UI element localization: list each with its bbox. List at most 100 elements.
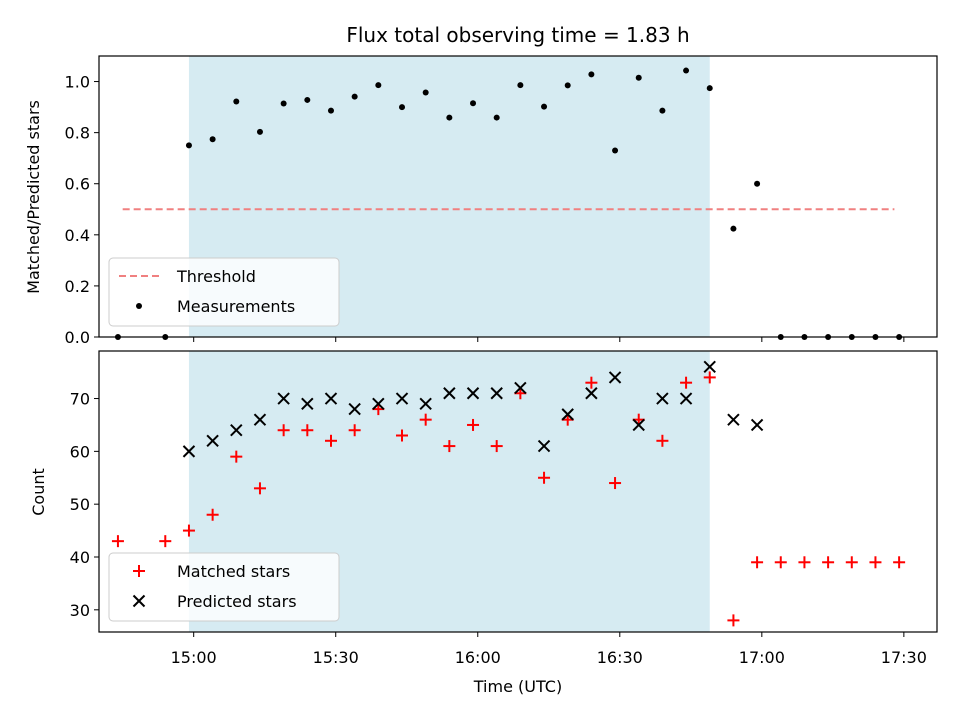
bottom-y-tick-label: 70 [70, 390, 90, 409]
measurement-point [730, 225, 737, 232]
x-tick-label: 15:30 [313, 648, 359, 667]
x-stroke [395, 392, 409, 405]
legend-label: Measurements [177, 297, 295, 316]
measurement-point [375, 82, 382, 89]
measurement-point [588, 71, 595, 78]
x-stroke [253, 413, 267, 426]
matched-stars-point [703, 371, 716, 384]
predicted-stars-point [514, 381, 527, 395]
top-panel: 0.0 0.2 0.4 0.6 0.8 1.0 Threshold Measurements [65, 55, 938, 347]
measurement-point [754, 180, 761, 187]
x-axis-label: Time (UTC) [473, 677, 562, 696]
x-stroke [182, 445, 196, 458]
measurement-point [706, 85, 713, 92]
predicted-stars-point [608, 371, 622, 384]
top-y-tick-label: 0.2 [65, 277, 90, 296]
measurement-point [422, 89, 429, 96]
matched-stars-point [182, 524, 195, 537]
chart-title: Flux total observing time = 1.83 h [346, 23, 689, 47]
predicted-stars-point [727, 413, 740, 426]
measurement-point [635, 74, 642, 81]
x-stroke [206, 434, 219, 448]
x-stroke [750, 418, 764, 432]
bottom-y-axis-label: Count [29, 468, 48, 516]
x-stroke [443, 387, 456, 400]
x-stroke [230, 424, 243, 437]
matched-stars-point [277, 424, 290, 437]
bottom-y-tick-label: 50 [70, 495, 90, 514]
measurement-point [612, 147, 619, 154]
top-plot-frame [98, 55, 938, 338]
matched-stars-point [609, 477, 622, 490]
top-legend: Threshold Measurements [108, 257, 340, 327]
bottom-y-tick-label: 30 [70, 601, 90, 620]
x-stroke [277, 392, 290, 405]
matched-stars-point [159, 535, 172, 548]
measurement-point [517, 82, 524, 89]
matched-stars-point [206, 508, 219, 521]
matched-stars-point [301, 424, 314, 437]
predicted-stars-point [537, 439, 551, 453]
x-stroke [324, 392, 338, 405]
predicted-stars-point [230, 424, 243, 437]
matched-stars-point [396, 429, 409, 442]
predicted-stars-point [632, 418, 645, 432]
top-y-tick-label: 0.4 [65, 226, 90, 245]
predicted-stars-point [182, 445, 196, 458]
matched-stars-point [680, 376, 693, 389]
predicted-stars-point [679, 392, 693, 405]
x-tick-label: 17:00 [739, 648, 785, 667]
legend-label: Threshold [176, 267, 256, 286]
measurement-point [351, 93, 358, 100]
predicted-stars-point [585, 387, 598, 400]
legend-box [108, 257, 340, 327]
x-tick-label: 16:30 [597, 648, 643, 667]
predicted-stars-point [561, 408, 574, 421]
measurement-point [185, 142, 192, 149]
matched-stars-point [253, 482, 266, 495]
predicted-stars-point [443, 387, 456, 400]
x-stroke [348, 402, 361, 416]
x-stroke [679, 392, 693, 405]
measurement-point [446, 114, 453, 121]
matched-stars-point [490, 440, 503, 453]
matched-stars-point [419, 413, 432, 426]
top-y-tick-label: 0.8 [65, 124, 90, 143]
measurement-point [493, 114, 500, 121]
matched-stars-point [845, 556, 858, 569]
predicted-stars-point [206, 434, 219, 448]
predicted-stars-point [419, 397, 432, 411]
matched-stars-point [798, 556, 811, 569]
x-tick-label: 15:00 [171, 648, 217, 667]
matched-stars-point [869, 556, 882, 569]
measurement-point [541, 103, 548, 110]
predicted-stars-point [372, 397, 385, 411]
bottom-panel: 30 40 50 60 70 15:00 15:30 16:00 16:30 17:00 17:30… [70, 350, 938, 667]
bottom-y-tick-label: 60 [70, 442, 90, 461]
matched-stars-point [111, 535, 124, 548]
measurement-point [233, 98, 240, 105]
x-stroke [372, 397, 385, 411]
matched-stars-point [230, 450, 243, 463]
x-stroke [727, 413, 740, 426]
predicted-stars-point [490, 387, 503, 400]
matched-stars-point [324, 434, 337, 447]
bottom-y-tick-label: 40 [70, 548, 90, 567]
measurement-point [659, 107, 666, 114]
predicted-stars-point [277, 392, 290, 405]
x-stroke [703, 360, 716, 374]
predicted-stars-point [301, 397, 314, 411]
x-stroke [656, 392, 669, 405]
predicted-stars-point [324, 392, 338, 405]
predicted-stars-point [253, 413, 267, 426]
predicted-stars-point [750, 418, 764, 432]
legend-box [108, 552, 340, 622]
bottom-legend: Matched stars Predicted stars [108, 552, 340, 622]
matched-stars-point [443, 440, 456, 453]
top-y-axis-label: Matched/Predicted stars [24, 100, 43, 294]
predicted-stars-point [348, 402, 361, 416]
legend-label: Matched stars [177, 562, 290, 581]
x-tick-label: 16:00 [455, 648, 501, 667]
measurement-point [256, 128, 263, 135]
top-y-tick-label: 0.6 [65, 175, 90, 194]
